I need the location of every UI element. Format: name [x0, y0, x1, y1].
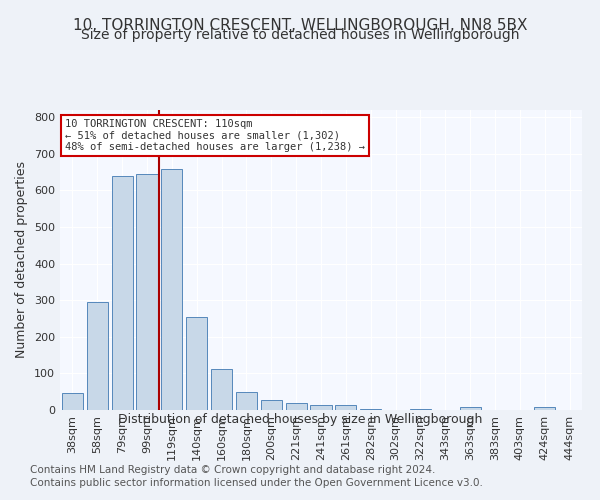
Bar: [136, 174, 158, 410]
Bar: [310, 404, 332, 410]
Text: Size of property relative to detached houses in Wellingborough: Size of property relative to detached ho…: [81, 28, 519, 42]
Bar: [186, 316, 207, 410]
Bar: [460, 407, 481, 410]
Text: 10 TORRINGTON CRESCENT: 110sqm
← 51% of detached houses are smaller (1,302)
48% : 10 TORRINGTON CRESCENT: 110sqm ← 51% of …: [65, 119, 365, 152]
Bar: [534, 407, 555, 410]
Y-axis label: Number of detached properties: Number of detached properties: [16, 162, 28, 358]
Text: Contains public sector information licensed under the Open Government Licence v3: Contains public sector information licen…: [30, 478, 483, 488]
Bar: [211, 368, 232, 410]
Bar: [236, 392, 257, 410]
Text: 10, TORRINGTON CRESCENT, WELLINGBOROUGH, NN8 5BX: 10, TORRINGTON CRESCENT, WELLINGBOROUGH,…: [73, 18, 527, 32]
Bar: [335, 404, 356, 410]
Bar: [286, 404, 307, 410]
Bar: [112, 176, 133, 410]
Bar: [360, 408, 381, 410]
Text: Distribution of detached houses by size in Wellingborough: Distribution of detached houses by size …: [118, 412, 482, 426]
Bar: [410, 408, 431, 410]
Bar: [161, 168, 182, 410]
Text: Contains HM Land Registry data © Crown copyright and database right 2024.: Contains HM Land Registry data © Crown c…: [30, 465, 436, 475]
Bar: [87, 302, 108, 410]
Bar: [261, 400, 282, 410]
Bar: [62, 393, 83, 410]
